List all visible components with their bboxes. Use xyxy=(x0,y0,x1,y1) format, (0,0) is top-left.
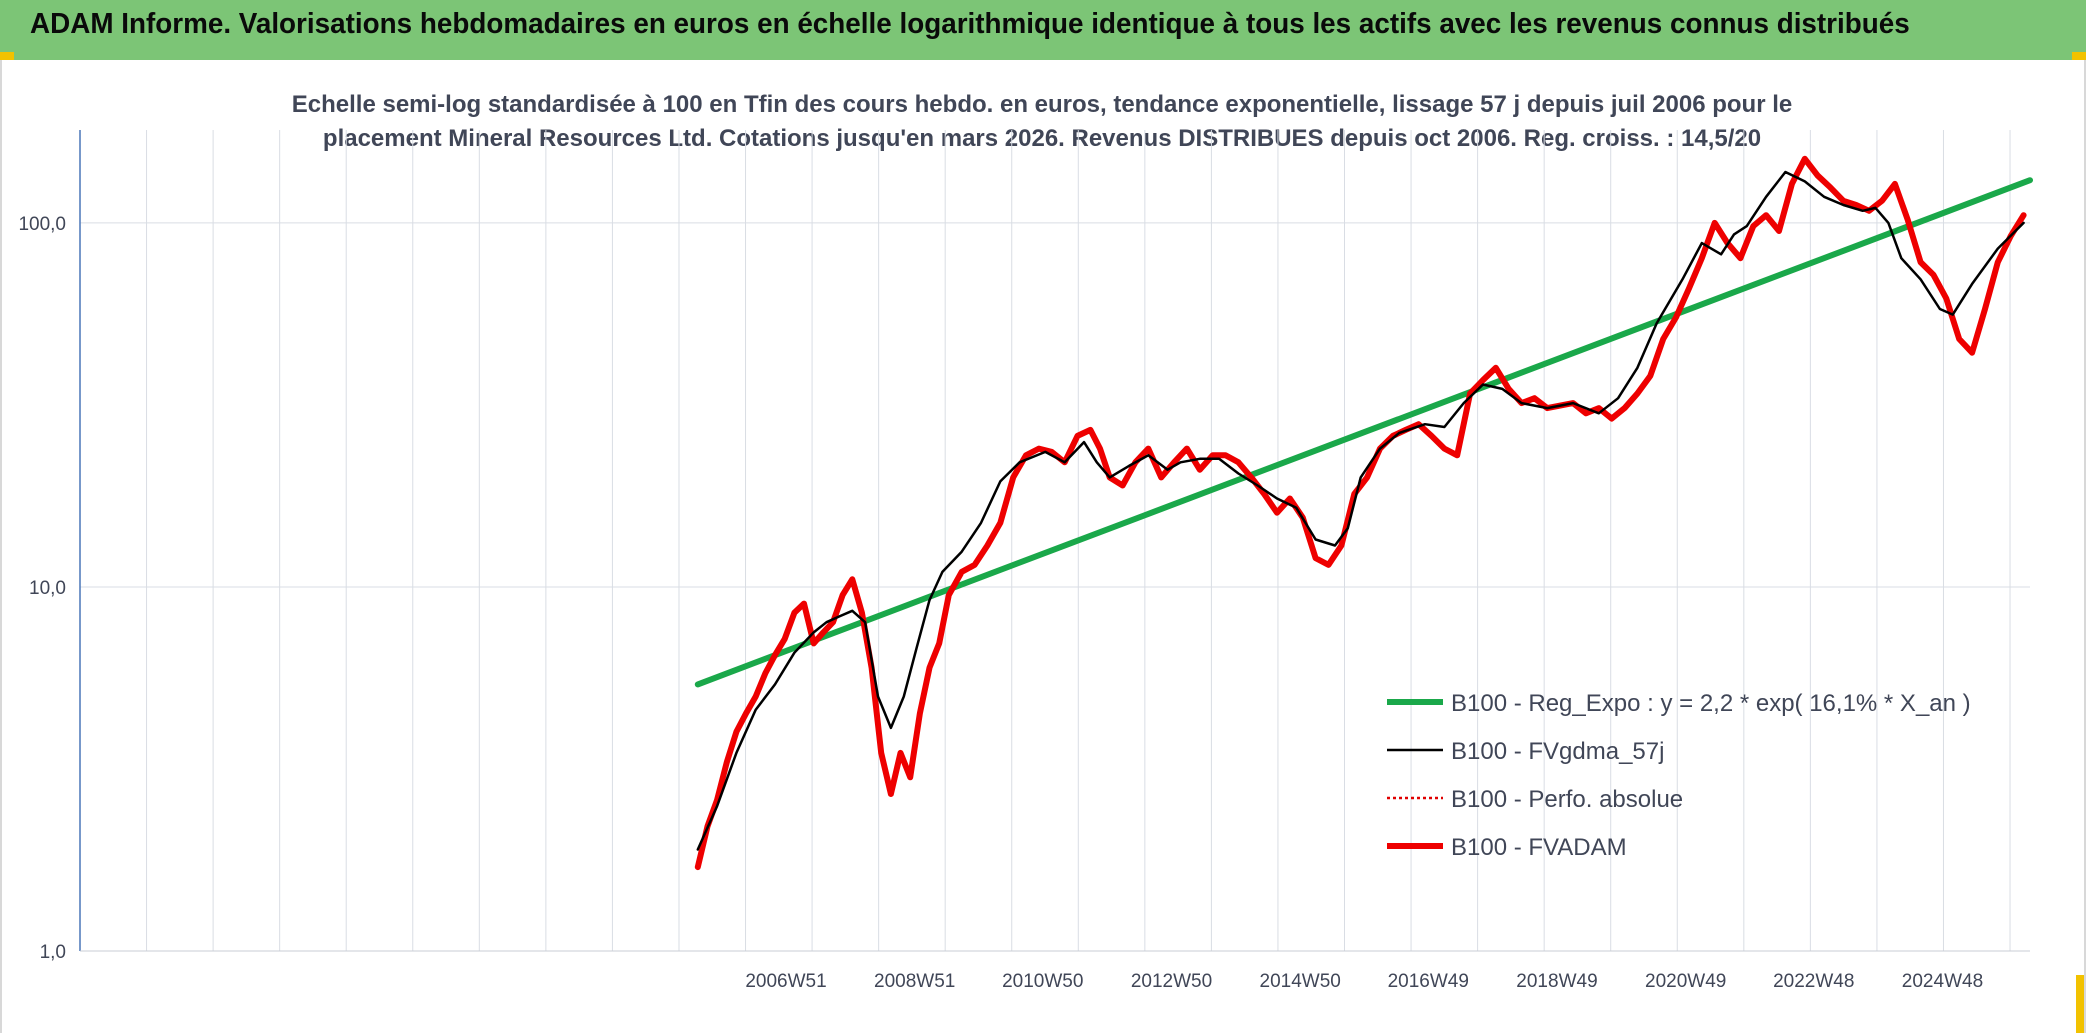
corner-marker-top-left xyxy=(0,52,14,60)
x-tick-label: 2018W49 xyxy=(1516,971,1597,992)
y-tick-label: 1,0 xyxy=(40,942,66,963)
x-tick-label: 2020W49 xyxy=(1645,971,1726,992)
x-tick-label: 2022W48 xyxy=(1773,971,1854,992)
axes: 1,0 10,0 100,0 2006W51 2008W51 2010W50 2012W50… xyxy=(18,130,2030,992)
y-tick-label: 10,0 xyxy=(29,578,66,599)
x-tick-label: 2016W49 xyxy=(1388,971,1469,992)
chart-subtitle-line-2: placement Mineral Resources Ltd. Cotatio… xyxy=(323,125,1761,152)
series-line-0 xyxy=(694,177,2033,688)
series-line-1 xyxy=(696,170,2025,851)
x-tick-label: 2008W51 xyxy=(874,971,955,992)
x-tick-label: 2012W50 xyxy=(1131,971,1212,992)
corner-marker-top-right xyxy=(2072,52,2086,60)
legend: B100 - Reg_Expo : y = 2,2 * exp( 16,1% *… xyxy=(1387,690,1971,861)
y-tick-label: 100,0 xyxy=(18,214,66,235)
chart-subtitle-line-1: Echelle semi-log standardisée à 100 en T… xyxy=(292,91,1793,118)
title-banner: ADAM Informe. Valorisations hebdomadaire… xyxy=(0,0,2086,60)
legend-label-3: B100 - FVADAM xyxy=(1451,834,1627,861)
chart: Echelle semi-log standardisée à 100 en T… xyxy=(18,91,2033,992)
corner-marker-bottom-right xyxy=(2076,975,2086,1033)
x-tick-label: 2006W51 xyxy=(745,971,826,992)
legend-label-1: B100 - FVgdma_57j xyxy=(1451,738,1664,765)
plot-area xyxy=(694,155,2033,871)
legend-label-2: B100 - Perfo. absolue xyxy=(1451,786,1683,813)
x-tick-label: 2024W48 xyxy=(1902,971,1983,992)
chart-frame: Echelle semi-log standardisée à 100 en T… xyxy=(0,60,2086,1033)
series-line-3 xyxy=(694,155,2027,871)
x-tick-label: 2014W50 xyxy=(1260,971,1341,992)
x-tick-label: 2010W50 xyxy=(1002,971,1083,992)
legend-label-0: B100 - Reg_Expo : y = 2,2 * exp( 16,1% *… xyxy=(1451,690,1971,717)
page-title: ADAM Informe. Valorisations hebdomadaire… xyxy=(30,8,1910,40)
